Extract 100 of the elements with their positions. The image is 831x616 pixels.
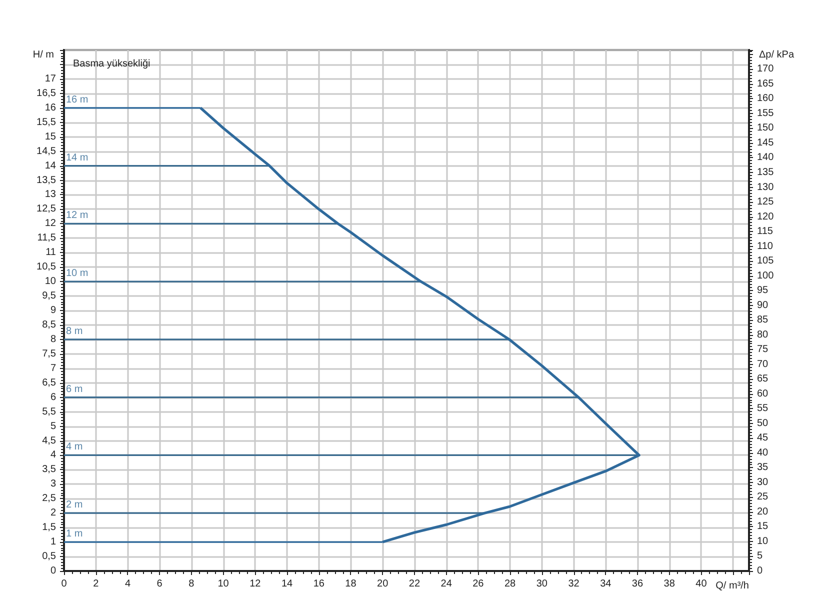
x-tick-label: 38 <box>664 578 676 590</box>
x-tick-label: 32 <box>568 578 580 590</box>
x-tick-label: 28 <box>504 578 516 590</box>
y2-tick-label: 165 <box>757 78 774 90</box>
y2-tick-label: 30 <box>757 476 769 488</box>
y-tick-label: 8,5 <box>42 319 56 330</box>
text: Basma yüksekliği <box>73 58 150 70</box>
series-label: 10 m <box>66 268 88 280</box>
y2-tick-label: 70 <box>757 358 769 370</box>
y-tick-label: 5,5 <box>42 406 56 418</box>
series-label: 16 m <box>66 94 88 106</box>
y-tick-label: 13,5 <box>36 174 56 186</box>
y2-tick-label: 125 <box>757 196 774 208</box>
y2-tick-label: 155 <box>757 108 774 119</box>
x-tick-label: 10 <box>218 578 230 590</box>
y-tick-label: 0 <box>50 566 56 576</box>
y2-tick-label: 25 <box>757 492 769 503</box>
x-axis-title: Q/ m³/h <box>716 580 749 592</box>
y-tick-label: 4 <box>50 450 56 461</box>
y-tick-label: 16,5 <box>36 88 56 99</box>
y-tick-label: 3 <box>50 478 56 490</box>
x-tick-label: 2 <box>93 578 100 590</box>
x-tick-label: 34 <box>600 578 612 590</box>
y-tick-label: 9,5 <box>42 290 56 302</box>
y-tick-label: 2,5 <box>42 493 56 504</box>
y2-tick-label: 5 <box>757 550 763 562</box>
y-tick-label: 4,5 <box>42 435 56 446</box>
y-tick-label: 10 <box>44 276 56 288</box>
series-label: 12 m <box>66 210 88 222</box>
y2-tick-label: 75 <box>757 344 769 356</box>
x-tick-label: 40 <box>696 578 708 590</box>
y2-tick-label: 105 <box>757 256 774 267</box>
y2-tick-label: 100 <box>757 270 774 282</box>
y-tick-label: 5 <box>50 420 56 432</box>
y2-tick-label: 85 <box>757 314 769 326</box>
y-tick-label: 6 <box>50 392 56 403</box>
y2-tick-label: 110 <box>757 240 774 252</box>
y2-tick-label: 60 <box>757 388 769 400</box>
series-label: 14 m <box>66 152 88 164</box>
y-tick-label: 11 <box>46 247 56 258</box>
y-tick-label: 8 <box>50 334 56 345</box>
y2-axis-title: Δp/ kPa <box>759 50 794 60</box>
y2-tick-label: 45 <box>757 432 769 444</box>
y-tick-label: 15,5 <box>36 116 56 128</box>
y-tick-label: 14,5 <box>36 146 56 157</box>
y-tick-label: 6,5 <box>42 377 56 388</box>
series-label: 2 m <box>66 500 83 511</box>
series-label: 6 m <box>66 384 83 395</box>
y2-tick-label: 40 <box>757 447 769 458</box>
y-tick-label: 7 <box>50 362 56 374</box>
y-tick-label: 9 <box>50 305 56 316</box>
y2-tick-label: 115 <box>757 226 774 238</box>
x-tick-label: 12 <box>250 578 262 590</box>
y-tick-label: 12,5 <box>36 204 56 215</box>
x-tick-label: 16 <box>313 578 325 590</box>
y-tick-label: 2 <box>50 508 56 519</box>
x-tick-label: 20 <box>377 578 389 590</box>
y2-tick-label: 170 <box>757 64 774 75</box>
y2-tick-label: 0 <box>757 566 763 576</box>
y2-tick-label: 20 <box>757 506 769 518</box>
y2-tick-label: 15 <box>757 521 769 532</box>
y-tick-label: 15 <box>44 131 56 142</box>
x-tick-label: 36 <box>632 578 644 590</box>
series-label: 1 m <box>66 528 83 540</box>
y-tick-label: 13 <box>44 189 56 200</box>
y2-tick-label: 130 <box>757 182 774 193</box>
y-tick-label: 7,5 <box>42 348 56 360</box>
x-tick-label: 8 <box>188 578 195 590</box>
y2-tick-label: 150 <box>757 122 774 134</box>
y-tick-label: 12 <box>44 218 56 230</box>
x-tick-label: 26 <box>472 578 484 590</box>
x-tick-label: 14 <box>281 578 294 590</box>
y2-tick-label: 55 <box>757 403 769 414</box>
x-tick-label: 24 <box>440 578 452 590</box>
y-axis-title: H/ m <box>32 50 54 60</box>
y-tick-label: 3,5 <box>42 464 56 476</box>
y-tick-label: 16 <box>44 102 56 114</box>
x-tick-label: 22 <box>408 578 420 590</box>
y-tick-label: 0,5 <box>42 551 56 562</box>
x-tick-label: 0 <box>61 578 68 590</box>
y2-tick-label: 50 <box>757 418 769 429</box>
y2-tick-label: 35 <box>757 462 769 474</box>
y2-tick-label: 140 <box>757 152 774 164</box>
y-tick-label: 11,5 <box>37 232 56 244</box>
y-tick-label: 10,5 <box>36 262 56 273</box>
y2-tick-label: 135 <box>757 167 774 178</box>
y-tick-label: 17 <box>44 73 56 84</box>
series-label: 8 m <box>66 326 83 337</box>
y2-tick-label: 10 <box>757 536 769 547</box>
y2-tick-label: 160 <box>757 93 774 104</box>
y2-tick-label: 95 <box>757 285 769 296</box>
y-tick-label: 1 <box>50 536 56 548</box>
x-tick-label: 6 <box>156 578 163 590</box>
series-label: 4 m <box>66 442 83 453</box>
y2-tick-label: 80 <box>757 329 769 340</box>
y2-tick-label: 90 <box>757 300 769 311</box>
x-tick-label: 18 <box>345 578 357 590</box>
y2-tick-label: 145 <box>757 137 774 148</box>
y2-tick-label: 120 <box>757 211 774 222</box>
y-tick-label: 14 <box>44 160 56 172</box>
